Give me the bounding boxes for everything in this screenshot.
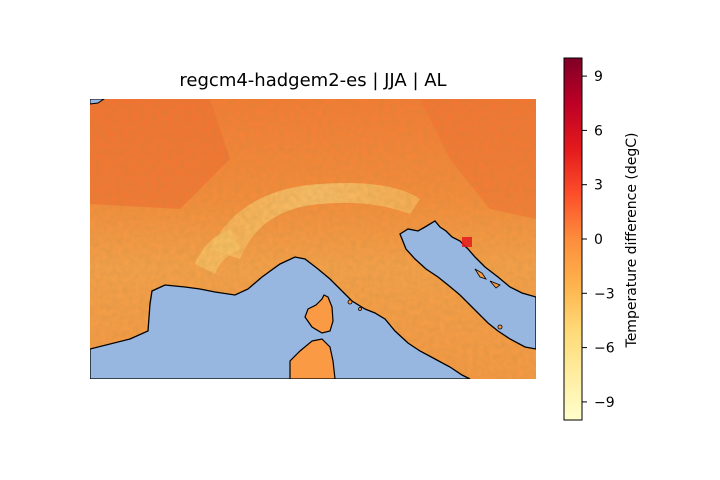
colorbar-tick-label: 6 [594, 123, 603, 139]
island-sardinia [289, 338, 336, 379]
island-dalmatia [489, 280, 501, 289]
map-panel [90, 99, 536, 379]
island-dalmatia [474, 268, 487, 280]
hotspot [462, 237, 472, 247]
island-small [497, 324, 503, 330]
colorbar-tick-label: −9 [594, 395, 615, 411]
colorbar-tick-label: 3 [594, 178, 603, 194]
island-small [358, 307, 362, 311]
colorbar-title: Temperature difference (degC) [624, 132, 640, 348]
colorbar-gradient [563, 57, 583, 421]
colorbar-tick-label: −3 [594, 286, 615, 302]
map-svg [90, 99, 536, 379]
sea-west [90, 256, 471, 379]
sea-adriatic [399, 220, 536, 350]
sea-north-fragment [90, 99, 105, 105]
island-corsica [304, 294, 334, 334]
colorbar-tick-label: 0 [594, 232, 603, 248]
colorbar-tick-label: −6 [594, 341, 615, 357]
colorbar-ticks: 9 6 3 0 −3 −6 −9 [582, 69, 615, 411]
colorbar-tick-label: 9 [594, 69, 603, 85]
island-small [347, 299, 353, 305]
map-title: regcm4-hadgem2-es | JJA | AL [179, 70, 447, 91]
